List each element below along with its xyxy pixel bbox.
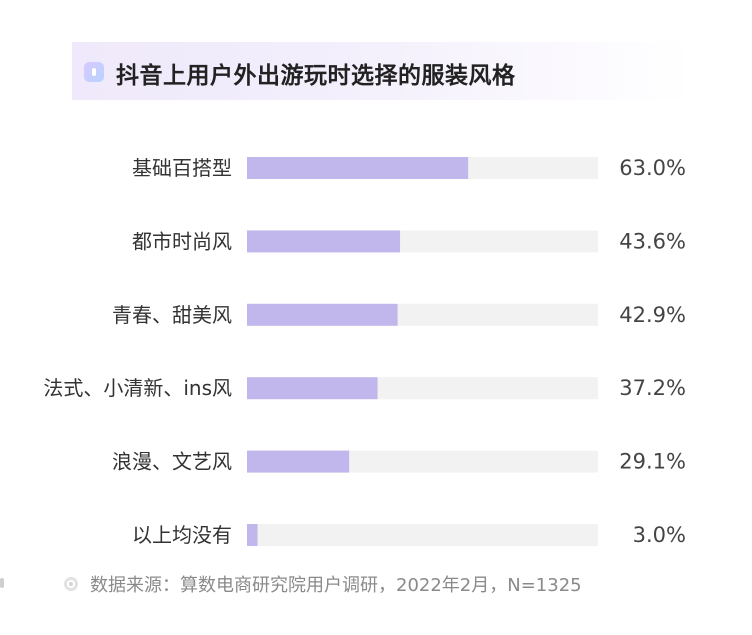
edge-mark <box>0 578 4 588</box>
value-label: 3.0% <box>633 523 686 547</box>
bar-row: 法式、小清新、ins风 37.2% <box>43 376 686 400</box>
bar <box>247 450 350 473</box>
bar <box>247 303 398 326</box>
bar <box>247 230 401 253</box>
title-background <box>72 42 692 100</box>
bar <box>247 524 258 546</box>
title-marker-icon <box>84 62 104 82</box>
category-label: 青春、甜美风 <box>112 303 232 327</box>
value-label: 42.9% <box>619 303 686 327</box>
chart-title: 抖音上用户外出游玩时选择的服装风格 <box>116 63 516 89</box>
category-label: 基础百搭型 <box>132 156 232 180</box>
bar-row: 青春、甜美风 42.9% <box>112 303 686 327</box>
source-icon <box>64 577 78 591</box>
bar <box>247 377 378 400</box>
bar-track <box>247 524 598 546</box>
source-text: 数据来源：算数电商研究院用户调研，2022年2月，N=1325 <box>90 575 582 596</box>
category-label: 都市时尚风 <box>132 229 232 253</box>
category-label: 法式、小清新、ins风 <box>43 376 232 400</box>
bar-row: 基础百搭型 63.0% <box>132 156 686 180</box>
source-note: 数据来源：算数电商研究院用户调研，2022年2月，N=1325 <box>64 572 582 596</box>
value-label: 29.1% <box>619 450 686 474</box>
category-label: 以上均没有 <box>132 523 232 547</box>
bar-row: 浪漫、文艺风 29.1% <box>112 450 686 474</box>
bar-row: 以上均没有 3.0% <box>132 523 686 547</box>
value-label: 43.6% <box>619 229 686 253</box>
value-label: 37.2% <box>619 376 686 400</box>
bar-row: 都市时尚风 43.6% <box>132 229 686 253</box>
bar <box>247 157 469 179</box>
value-label: 63.0% <box>619 156 686 180</box>
category-label: 浪漫、文艺风 <box>112 450 232 474</box>
